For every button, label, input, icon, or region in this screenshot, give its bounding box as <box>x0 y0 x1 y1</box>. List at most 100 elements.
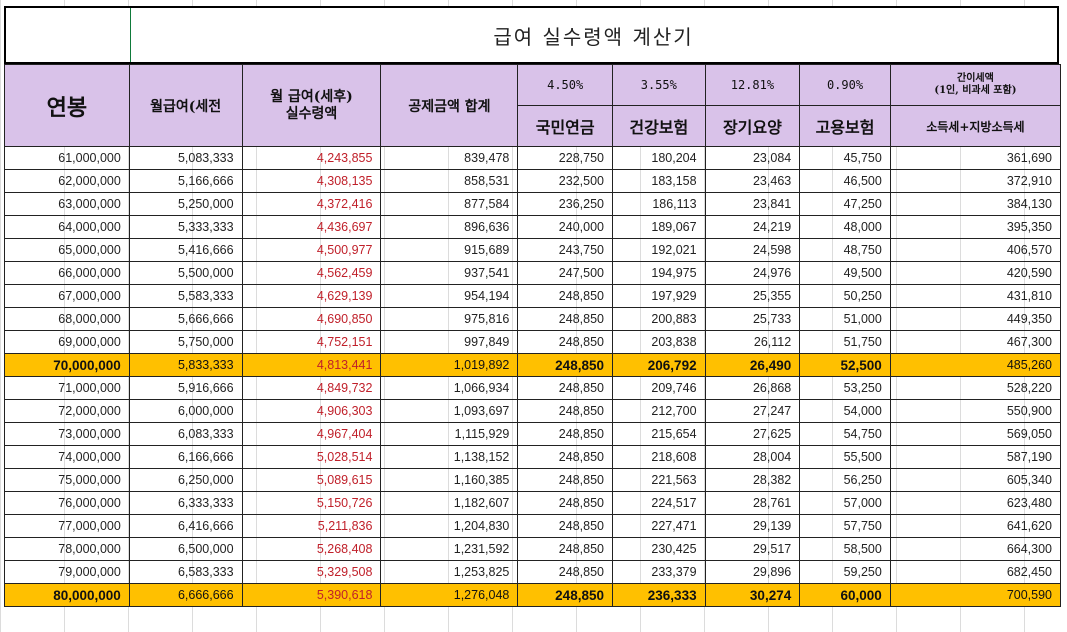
cell-annual[interactable]: 68,000,000 <box>4 307 130 331</box>
cell-pension[interactable]: 248,850 <box>517 376 613 400</box>
cell-employment[interactable]: 57,750 <box>799 514 891 538</box>
cell-employment[interactable]: 57,000 <box>799 491 891 515</box>
cell-ltc[interactable]: 23,084 <box>704 146 801 170</box>
cell-deductions[interactable]: 1,231,592 <box>380 537 519 561</box>
cell-employment[interactable]: 60,000 <box>799 583 891 607</box>
cell-annual[interactable]: 64,000,000 <box>4 215 130 239</box>
header-ltc[interactable]: 장기요양 <box>704 105 801 147</box>
table-row[interactable]: 61,000,000 5,083,333 4,243,855 839,478 228,7… <box>4 146 1062 170</box>
cell-tax[interactable]: 431,810 <box>889 284 1062 308</box>
cell-deductions[interactable]: 1,182,607 <box>380 491 519 515</box>
cell-ltc[interactable]: 25,733 <box>704 307 801 331</box>
cell-health[interactable]: 200,883 <box>611 307 706 331</box>
table-row[interactable]: 74,000,000 6,166,666 5,028,514 1,138,152 248… <box>4 445 1062 469</box>
cell-deductions[interactable]: 937,541 <box>380 261 519 285</box>
cell-monthly-pre[interactable]: 5,750,000 <box>128 330 243 354</box>
cell-pension[interactable]: 248,850 <box>517 468 613 492</box>
cell-ltc[interactable]: 24,976 <box>704 261 801 285</box>
cell-employment[interactable]: 58,500 <box>799 537 891 561</box>
table-row[interactable]: 70,000,000 5,833,333 4,813,441 1,019,892 248… <box>4 353 1062 377</box>
cell-pension[interactable]: 248,850 <box>517 583 613 607</box>
title-left-cell[interactable] <box>6 8 131 62</box>
table-row[interactable]: 65,000,000 5,416,666 4,500,977 915,689 243,7… <box>4 238 1062 262</box>
cell-deductions[interactable]: 1,204,830 <box>380 514 519 538</box>
cell-monthly-pre[interactable]: 6,000,000 <box>128 399 243 423</box>
cell-monthly-pre[interactable]: 5,666,666 <box>128 307 243 331</box>
cell-deductions[interactable]: 954,194 <box>380 284 519 308</box>
cell-deductions[interactable]: 1,115,929 <box>380 422 519 446</box>
cell-monthly-pre[interactable]: 6,083,333 <box>128 422 243 446</box>
cell-deductions[interactable]: 896,636 <box>380 215 519 239</box>
cell-employment[interactable]: 45,750 <box>799 146 891 170</box>
cell-monthly-pre[interactable]: 5,916,666 <box>128 376 243 400</box>
cell-monthly-post[interactable]: 4,308,135 <box>241 169 382 193</box>
cell-ltc[interactable]: 29,896 <box>704 560 801 584</box>
cell-annual[interactable]: 76,000,000 <box>4 491 130 515</box>
cell-monthly-pre[interactable]: 5,500,000 <box>128 261 243 285</box>
cell-deductions[interactable]: 1,093,697 <box>380 399 519 423</box>
cell-pension[interactable]: 248,850 <box>517 560 613 584</box>
cell-employment[interactable]: 50,250 <box>799 284 891 308</box>
table-row[interactable]: 77,000,000 6,416,666 5,211,836 1,204,830 248… <box>4 514 1062 538</box>
cell-annual[interactable]: 62,000,000 <box>4 169 130 193</box>
cell-monthly-post[interactable]: 5,028,514 <box>241 445 382 469</box>
cell-annual[interactable]: 71,000,000 <box>4 376 130 400</box>
header-tax-top[interactable]: 간이세액 (1인, 비과세 포함) <box>889 64 1062 106</box>
cell-monthly-post[interactable]: 5,089,615 <box>241 468 382 492</box>
header-monthly-post[interactable]: 월 급여(세후) 실수령액 <box>241 64 382 147</box>
cell-deductions[interactable]: 839,478 <box>380 146 519 170</box>
cell-tax[interactable]: 406,570 <box>889 238 1062 262</box>
cell-monthly-post[interactable]: 4,629,139 <box>241 284 382 308</box>
cell-deductions[interactable]: 877,584 <box>380 192 519 216</box>
rate-ltc[interactable]: 12.81% <box>704 64 801 106</box>
table-row[interactable]: 66,000,000 5,500,000 4,562,459 937,541 247,5… <box>4 261 1062 285</box>
cell-pension[interactable]: 247,500 <box>517 261 613 285</box>
cell-pension[interactable]: 248,850 <box>517 537 613 561</box>
cell-health[interactable]: 183,158 <box>611 169 706 193</box>
cell-tax[interactable]: 664,300 <box>889 537 1062 561</box>
cell-ltc[interactable]: 24,219 <box>704 215 801 239</box>
cell-monthly-post[interactable]: 4,500,977 <box>241 238 382 262</box>
cell-monthly-pre[interactable]: 6,166,666 <box>128 445 243 469</box>
cell-annual[interactable]: 67,000,000 <box>4 284 130 308</box>
header-employment[interactable]: 고용보험 <box>799 105 891 147</box>
table-row[interactable]: 72,000,000 6,000,000 4,906,303 1,093,697 248… <box>4 399 1062 423</box>
cell-tax[interactable]: 420,590 <box>889 261 1062 285</box>
cell-pension[interactable]: 228,750 <box>517 146 613 170</box>
cell-health[interactable]: 203,838 <box>611 330 706 354</box>
cell-annual[interactable]: 70,000,000 <box>4 353 130 377</box>
cell-tax[interactable]: 449,350 <box>889 307 1062 331</box>
cell-pension[interactable]: 243,750 <box>517 238 613 262</box>
cell-pension[interactable]: 248,850 <box>517 445 613 469</box>
cell-employment[interactable]: 48,750 <box>799 238 891 262</box>
cell-annual[interactable]: 69,000,000 <box>4 330 130 354</box>
cell-employment[interactable]: 52,500 <box>799 353 891 377</box>
cell-health[interactable]: 206,792 <box>611 353 706 377</box>
cell-ltc[interactable]: 28,761 <box>704 491 801 515</box>
cell-annual[interactable]: 65,000,000 <box>4 238 130 262</box>
cell-monthly-pre[interactable]: 6,583,333 <box>128 560 243 584</box>
cell-health[interactable]: 209,746 <box>611 376 706 400</box>
cell-monthly-post[interactable]: 4,752,151 <box>241 330 382 354</box>
cell-monthly-post[interactable]: 5,211,836 <box>241 514 382 538</box>
cell-health[interactable]: 192,021 <box>611 238 706 262</box>
cell-employment[interactable]: 53,250 <box>799 376 891 400</box>
table-row[interactable]: 76,000,000 6,333,333 5,150,726 1,182,607 248… <box>4 491 1062 515</box>
cell-monthly-pre[interactable]: 6,250,000 <box>128 468 243 492</box>
cell-health[interactable]: 212,700 <box>611 399 706 423</box>
cell-annual[interactable]: 66,000,000 <box>4 261 130 285</box>
cell-deductions[interactable]: 1,276,048 <box>380 583 519 607</box>
cell-annual[interactable]: 78,000,000 <box>4 537 130 561</box>
cell-tax[interactable]: 587,190 <box>889 445 1062 469</box>
cell-deductions[interactable]: 997,849 <box>380 330 519 354</box>
header-health[interactable]: 건강보험 <box>611 105 706 147</box>
header-monthly-pre[interactable]: 월급여(세전 <box>128 64 243 147</box>
cell-monthly-pre[interactable]: 6,500,000 <box>128 537 243 561</box>
cell-monthly-post[interactable]: 5,329,508 <box>241 560 382 584</box>
table-row[interactable]: 63,000,000 5,250,000 4,372,416 877,584 236,2… <box>4 192 1062 216</box>
cell-employment[interactable]: 51,000 <box>799 307 891 331</box>
header-annual[interactable]: 연봉 <box>4 64 130 147</box>
cell-ltc[interactable]: 27,247 <box>704 399 801 423</box>
cell-monthly-post[interactable]: 4,906,303 <box>241 399 382 423</box>
cell-tax[interactable]: 384,130 <box>889 192 1062 216</box>
